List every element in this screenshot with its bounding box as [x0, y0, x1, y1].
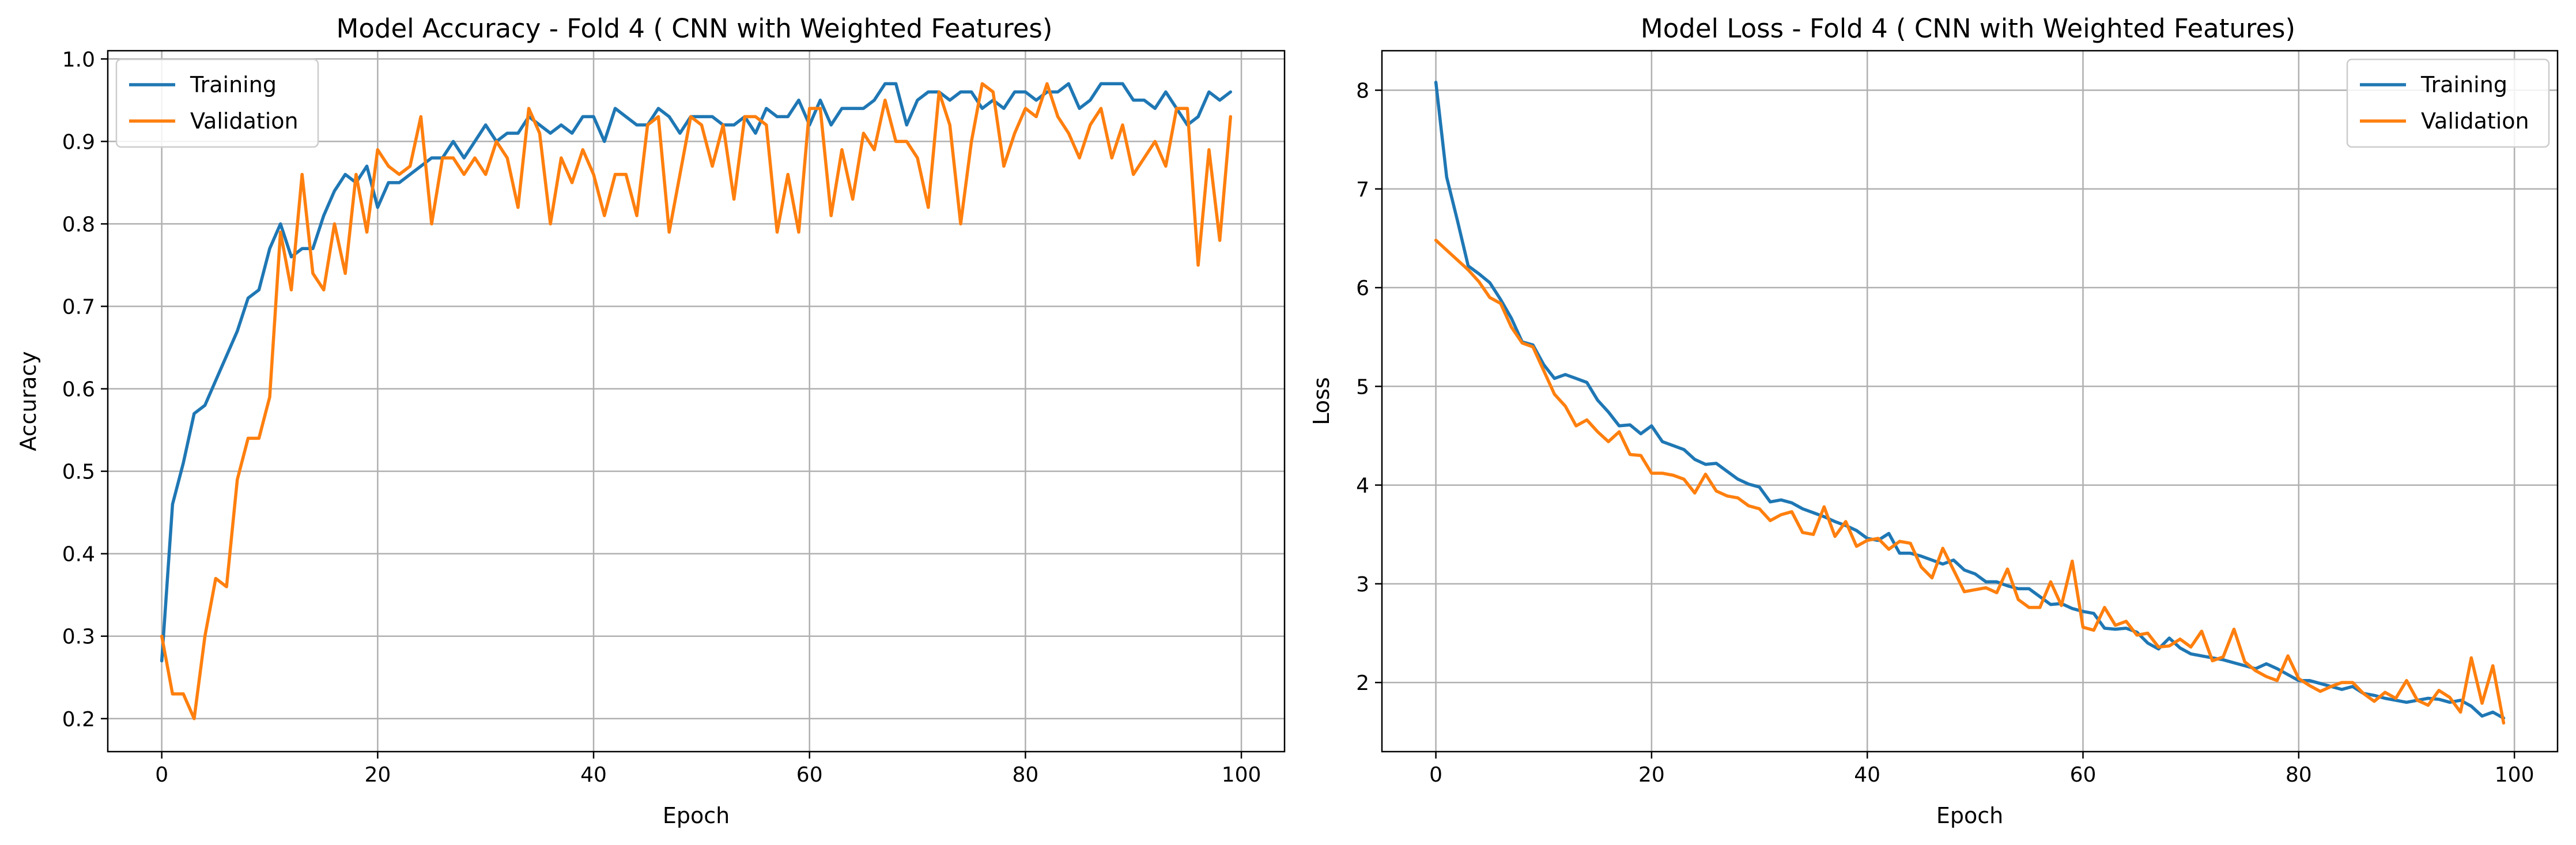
accuracy-series-training-line: [160, 82, 1233, 663]
loss-y-tick-label: 8: [1356, 80, 1369, 103]
accuracy-y-tick-label: 0.8: [62, 213, 95, 236]
accuracy-plot-frame: [107, 50, 1286, 753]
loss-legend-label-validation: Validation: [2421, 108, 2529, 134]
accuracy-series-validation-line: [160, 82, 1233, 720]
accuracy-chart-title: Model Accuracy - Fold 4 ( CNN with Weigh…: [337, 13, 1053, 44]
loss-legend-box: [2346, 58, 2550, 148]
loss-x-tick-label: 80: [2286, 763, 2312, 787]
accuracy-legend-label-training: Training: [190, 72, 277, 97]
accuracy-x-axis-label: Epoch: [663, 803, 730, 828]
accuracy-legend-label-validation: Validation: [190, 108, 299, 134]
accuracy-x-tick-label: 40: [580, 763, 607, 787]
accuracy-series: [160, 82, 1233, 720]
loss-y-tick-label: 2: [1356, 672, 1369, 695]
accuracy-x-ticks: 0 20 40 60 80 100: [155, 752, 1261, 787]
loss-x-axis-label: Epoch: [1936, 803, 2003, 828]
accuracy-y-tick-label: 0.7: [62, 295, 95, 319]
accuracy-y-tick-label: 1.0: [62, 48, 95, 71]
accuracy-y-tick-label: 0.9: [62, 130, 95, 154]
loss-x-tick-label: 0: [1429, 763, 1442, 787]
loss-y-axis-label: Loss: [1309, 377, 1334, 425]
accuracy-y-axis-label: Accuracy: [16, 351, 41, 451]
loss-x-ticks: 0 20 40 60 80 100: [1429, 752, 2534, 787]
accuracy-y-tick-label: 0.2: [62, 708, 95, 731]
accuracy-y-tick-label: 0.4: [62, 543, 95, 567]
accuracy-y-ticks: 0.2 0.3 0.4 0.5 0.6 0.7 0.8 0.9 1.0: [62, 48, 108, 731]
loss-x-tick-label: 100: [2495, 763, 2535, 787]
loss-y-tick-label: 7: [1356, 178, 1369, 202]
accuracy-y-tick-label: 0.6: [62, 378, 95, 402]
accuracy-x-tick-label: 100: [1222, 763, 1261, 787]
accuracy-x-tick-label: 20: [364, 763, 391, 787]
loss-y-tick-label: 6: [1356, 277, 1369, 300]
loss-x-tick-label: 20: [1638, 763, 1665, 787]
loss-y-tick-label: 3: [1356, 573, 1369, 597]
loss-plot-frame: [1381, 50, 2559, 753]
loss-chart: Model Loss - Fold 4 ( CNN with Weighted …: [1309, 13, 2559, 828]
loss-legend-label-training: Training: [2420, 72, 2507, 97]
loss-chart-title: Model Loss - Fold 4 ( CNN with Weighted …: [1641, 13, 2295, 44]
accuracy-x-tick-label: 60: [796, 763, 823, 787]
accuracy-legend-box: [115, 58, 319, 148]
loss-legend: Training Validation: [2346, 58, 2550, 148]
accuracy-x-tick-label: 0: [155, 763, 168, 787]
loss-x-tick-label: 40: [1854, 763, 1880, 787]
accuracy-legend: Training Validation: [115, 58, 319, 148]
accuracy-chart: Model Accuracy - Fold 4 ( CNN with Weigh…: [16, 13, 1286, 828]
loss-series: [1434, 81, 2506, 725]
accuracy-y-tick-label: 0.5: [62, 461, 95, 484]
loss-y-tick-label: 4: [1356, 474, 1369, 498]
loss-series-validation-line: [1434, 239, 2506, 725]
loss-series-training-line: [1434, 81, 2506, 720]
loss-y-ticks: 2 3 4 5 6 7 8: [1356, 80, 1382, 695]
loss-y-tick-label: 5: [1356, 375, 1369, 399]
loss-x-tick-label: 60: [2070, 763, 2097, 787]
accuracy-grid: [108, 51, 1285, 752]
accuracy-y-tick-label: 0.3: [62, 625, 95, 649]
accuracy-x-tick-label: 80: [1012, 763, 1038, 787]
